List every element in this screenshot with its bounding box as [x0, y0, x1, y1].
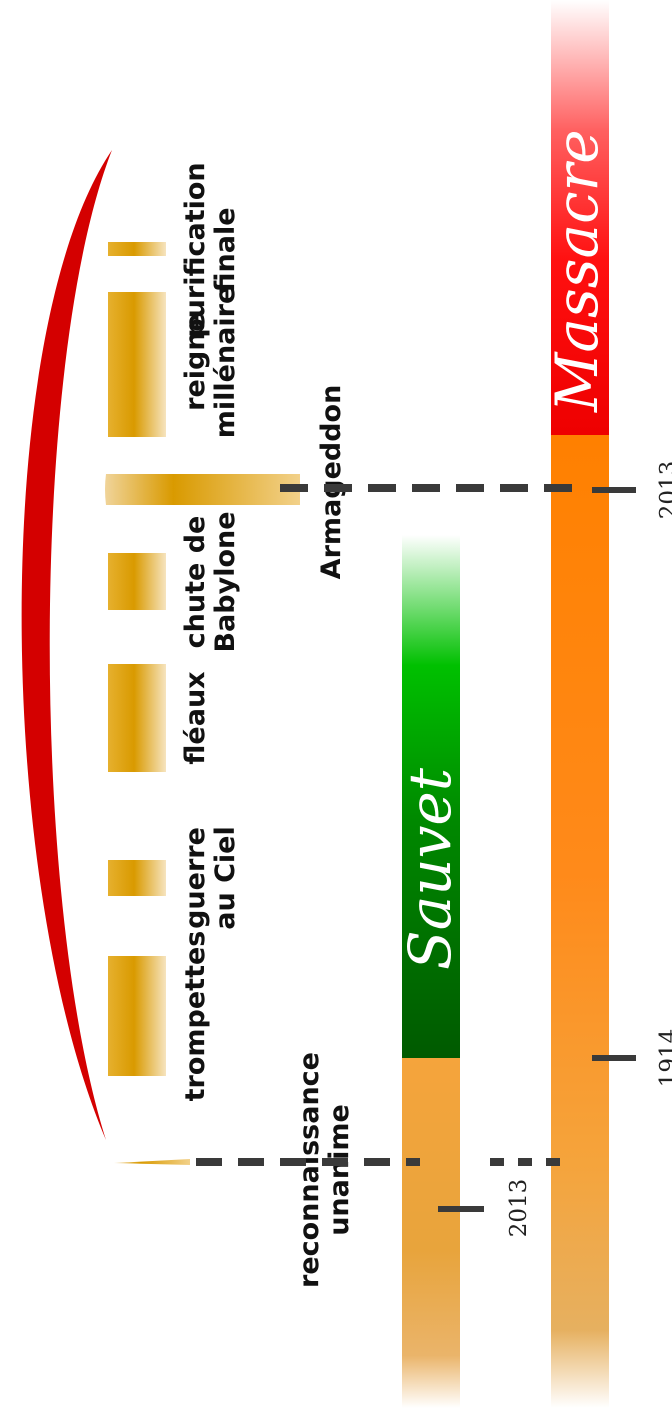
sauvet-band-orange	[402, 1058, 460, 1408]
year-massacre-2013: 2013	[656, 461, 672, 520]
label-reigne: reignemillénaire	[180, 286, 241, 439]
event-bar-guerre	[108, 860, 166, 896]
year-sauvet-2013: 2013	[506, 1179, 532, 1238]
label-fleaux: fléaux	[180, 671, 211, 764]
event-bar-fleaux	[108, 664, 166, 772]
sauvet-band-green	[402, 535, 460, 1058]
events-arc	[21, 150, 112, 1140]
label-trompettes: trompettes	[180, 931, 211, 1102]
label-reconnaissance: reconnaissanceunanime	[294, 1052, 355, 1288]
label-purification: purificationfinale	[180, 162, 241, 337]
massacre-title: Massacre	[543, 129, 611, 413]
sauvet-title: Sauvet	[396, 767, 464, 970]
label-armageddon: Armageddon	[316, 385, 347, 580]
event-bar-purification	[108, 242, 166, 256]
year-massacre-1914: 1914	[656, 1029, 672, 1088]
event-bar-trompettes	[108, 956, 166, 1076]
massacre-band-red	[551, 0, 609, 435]
event-bar-armageddon	[105, 474, 300, 505]
event-bar-babylone	[108, 553, 166, 610]
event-bar-reigne	[108, 292, 166, 437]
label-guerre: guerreau Ciel	[180, 826, 241, 929]
massacre-band-orange	[551, 435, 609, 1408]
label-babylone: chute deBabylone	[180, 511, 241, 652]
event-bar-reconnaissance	[114, 1159, 190, 1165]
